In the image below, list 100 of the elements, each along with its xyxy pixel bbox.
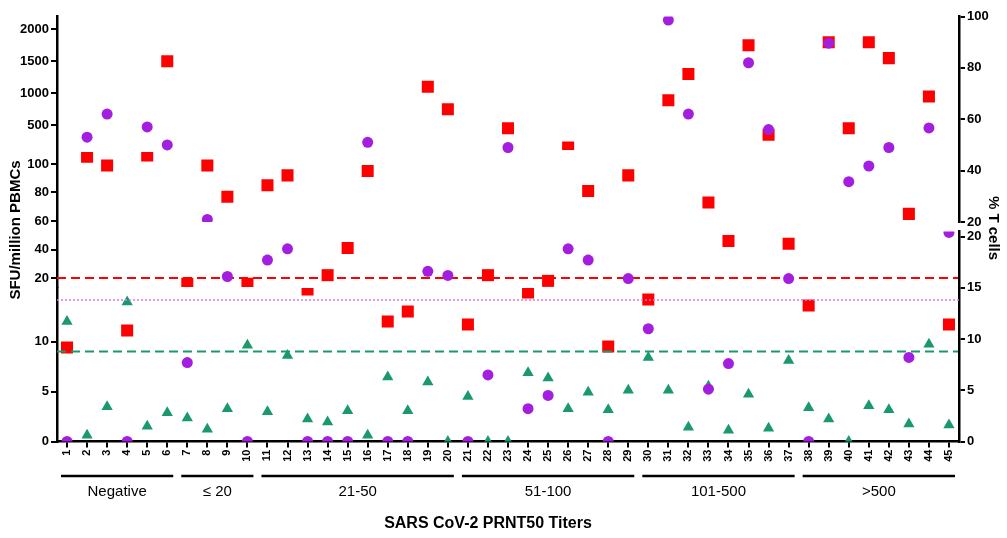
point <box>141 121 153 133</box>
point <box>261 254 273 266</box>
y-tick-label: 40 <box>967 162 982 178</box>
x-tick-label: 2 <box>80 449 93 456</box>
x-tick-label: 24 <box>521 448 534 462</box>
point <box>462 389 474 400</box>
point <box>441 103 454 116</box>
y-tick-label: 1000 <box>20 84 49 100</box>
y-tick-label: 80 <box>967 59 982 75</box>
point <box>281 169 294 182</box>
point <box>341 242 354 255</box>
y-tick-label: 60 <box>967 110 982 126</box>
text: 21-50 <box>338 482 377 500</box>
point <box>943 418 955 429</box>
point <box>902 207 915 220</box>
point <box>782 354 795 364</box>
text: 101-500 <box>690 482 746 500</box>
text: 51-100 <box>524 482 572 500</box>
y-tick-label: 20 <box>967 228 982 244</box>
point <box>401 305 414 318</box>
x-tick-label: 1 <box>60 449 73 456</box>
point <box>562 402 574 412</box>
point <box>161 139 173 151</box>
point <box>241 338 254 349</box>
y-tick-label: 20 <box>967 213 982 229</box>
point <box>381 315 394 328</box>
x-tick-label: 28 <box>601 449 614 462</box>
y-tick-label: 80 <box>34 184 49 200</box>
x-tick-label: 22 <box>480 449 493 462</box>
x-tick-label: 39 <box>821 449 834 462</box>
point <box>181 411 193 422</box>
y-tick-label: 100 <box>27 155 49 171</box>
x-tick-label: 12 <box>280 449 293 462</box>
x-tick-label: 7 <box>180 449 193 456</box>
point <box>682 108 694 120</box>
y-tick-label: 10 <box>967 330 982 346</box>
point <box>321 415 334 426</box>
x-tick-label: 25 <box>541 449 554 462</box>
x-tick-label: 14 <box>320 448 333 462</box>
point <box>61 315 73 325</box>
x-tick-label: 5 <box>140 449 153 456</box>
x-tick-label: 36 <box>761 449 774 462</box>
point <box>763 124 775 136</box>
point <box>622 169 635 182</box>
point <box>101 159 114 172</box>
point <box>542 389 554 401</box>
y-axis-title: % T cells <box>985 195 1003 261</box>
point <box>823 412 835 423</box>
point <box>481 269 494 282</box>
x-tick-label: 3 <box>100 449 113 456</box>
point <box>542 274 555 287</box>
x-tick-label: 41 <box>861 449 874 462</box>
point <box>883 403 895 413</box>
x-tick-label: 38 <box>801 449 814 462</box>
point <box>501 122 515 135</box>
point <box>662 94 675 107</box>
point <box>61 341 74 354</box>
point <box>522 366 534 377</box>
x-tick-label: 10 <box>240 449 253 462</box>
y-tick-label: 5 <box>41 383 49 399</box>
x-tick-label: 45 <box>942 449 955 462</box>
point <box>101 108 113 120</box>
point <box>883 142 895 154</box>
x-tick-label: 33 <box>701 449 714 462</box>
x-tick-label: 34 <box>721 448 734 462</box>
point <box>81 131 93 143</box>
point <box>201 213 213 222</box>
x-tick-label: 17 <box>380 449 393 462</box>
x-tick-label: 6 <box>160 449 173 456</box>
point <box>502 142 514 154</box>
point <box>361 165 374 178</box>
x-tick-label: 32 <box>681 449 694 462</box>
point <box>161 406 173 417</box>
point <box>221 190 234 203</box>
point <box>522 288 535 299</box>
point <box>842 122 855 135</box>
point <box>141 152 154 162</box>
point <box>282 243 294 255</box>
x-tick-label: 21 <box>460 449 473 462</box>
point <box>862 36 875 49</box>
y-tick-label: 60 <box>34 212 49 228</box>
y-tick-label: 2000 <box>20 20 49 36</box>
point <box>442 269 454 281</box>
point <box>101 400 113 410</box>
point <box>762 421 775 432</box>
point <box>201 422 213 433</box>
point <box>903 351 915 363</box>
point <box>903 417 915 428</box>
y-axis-title: SFU/million PBMCs <box>6 160 24 300</box>
point <box>922 90 935 103</box>
point <box>863 399 875 409</box>
point <box>181 357 193 369</box>
point <box>722 234 735 247</box>
point <box>421 80 434 93</box>
point <box>923 337 935 348</box>
text: >500 <box>861 482 896 500</box>
point <box>221 271 233 282</box>
point <box>722 358 734 370</box>
point <box>662 383 674 394</box>
point <box>923 122 935 134</box>
